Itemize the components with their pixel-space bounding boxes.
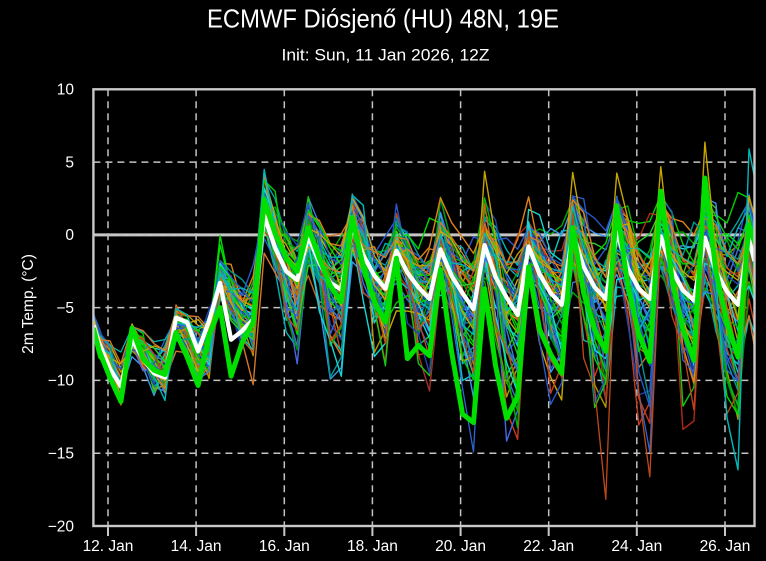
svg-text:22. Jan: 22. Jan bbox=[523, 538, 574, 555]
svg-text:0: 0 bbox=[65, 227, 74, 244]
svg-text:2m Temp. (°C): 2m Temp. (°C) bbox=[20, 254, 37, 354]
svg-text:20. Jan: 20. Jan bbox=[435, 538, 486, 555]
svg-text:5: 5 bbox=[65, 154, 74, 171]
svg-text:−5: −5 bbox=[56, 300, 74, 317]
svg-text:12. Jan: 12. Jan bbox=[83, 538, 134, 555]
svg-text:−15: −15 bbox=[48, 446, 74, 463]
svg-text:14. Jan: 14. Jan bbox=[171, 538, 222, 555]
svg-text:18. Jan: 18. Jan bbox=[347, 538, 398, 555]
svg-text:ECMWF Diósjenő (HU) 48N, 19E: ECMWF Diósjenő (HU) 48N, 19E bbox=[207, 4, 559, 34]
svg-text:Init: Sun, 11 Jan 2026, 12Z: Init: Sun, 11 Jan 2026, 12Z bbox=[282, 46, 490, 64]
svg-text:10: 10 bbox=[57, 82, 75, 99]
svg-text:24. Jan: 24. Jan bbox=[611, 538, 662, 555]
svg-text:−20: −20 bbox=[48, 518, 75, 535]
svg-text:16. Jan: 16. Jan bbox=[259, 538, 310, 555]
svg-text:−10: −10 bbox=[48, 373, 75, 390]
svg-text:26. Jan: 26. Jan bbox=[700, 538, 751, 555]
